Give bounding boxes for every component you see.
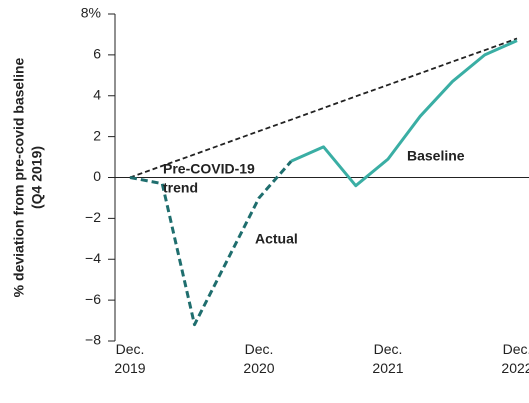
- x-tick-label-line: 2021: [372, 360, 403, 376]
- series-label: Pre-COVID-19: [163, 161, 255, 177]
- series-label: trend: [163, 180, 198, 196]
- x-tick-label-line: 2022: [501, 360, 529, 376]
- x-tick-label: Dec. 2019: [114, 341, 145, 376]
- x-tick-label: Dec. 2020: [243, 341, 274, 376]
- x-tick-label-line: 2019: [114, 360, 145, 376]
- series-label: Baseline: [407, 148, 465, 164]
- y-tick-label: −4: [85, 250, 101, 266]
- y-tick-label: 4: [93, 86, 101, 102]
- x-tick-label-line: Dec.: [245, 341, 274, 357]
- y-axis-label: % deviation from pre-covid baseline: [11, 57, 27, 297]
- y-tick-label: 8%: [81, 5, 101, 21]
- x-tick-label: Dec. 2021: [372, 341, 403, 376]
- y-tick-label: −8: [85, 332, 101, 348]
- series-line: [290, 39, 518, 188]
- x-tick-label-line: 2020: [243, 360, 274, 376]
- y-tick-label: −6: [85, 291, 101, 307]
- series-label: Actual: [255, 231, 298, 247]
- x-tick-label-line: Dec.: [503, 341, 529, 357]
- x-tick-label: Dec. 2022: [501, 341, 529, 376]
- y-tick-label: −2: [85, 209, 101, 225]
- series-line: [129, 160, 293, 327]
- x-tick-label-line: Dec.: [374, 341, 403, 357]
- y-tick-label: 6: [93, 46, 101, 62]
- y-axis-label: (Q4 2019): [29, 146, 45, 209]
- y-tick-label: 0: [93, 168, 101, 184]
- y-tick-label: 2: [93, 127, 101, 143]
- series-line: [129, 37, 518, 179]
- x-tick-label-line: Dec.: [116, 341, 145, 357]
